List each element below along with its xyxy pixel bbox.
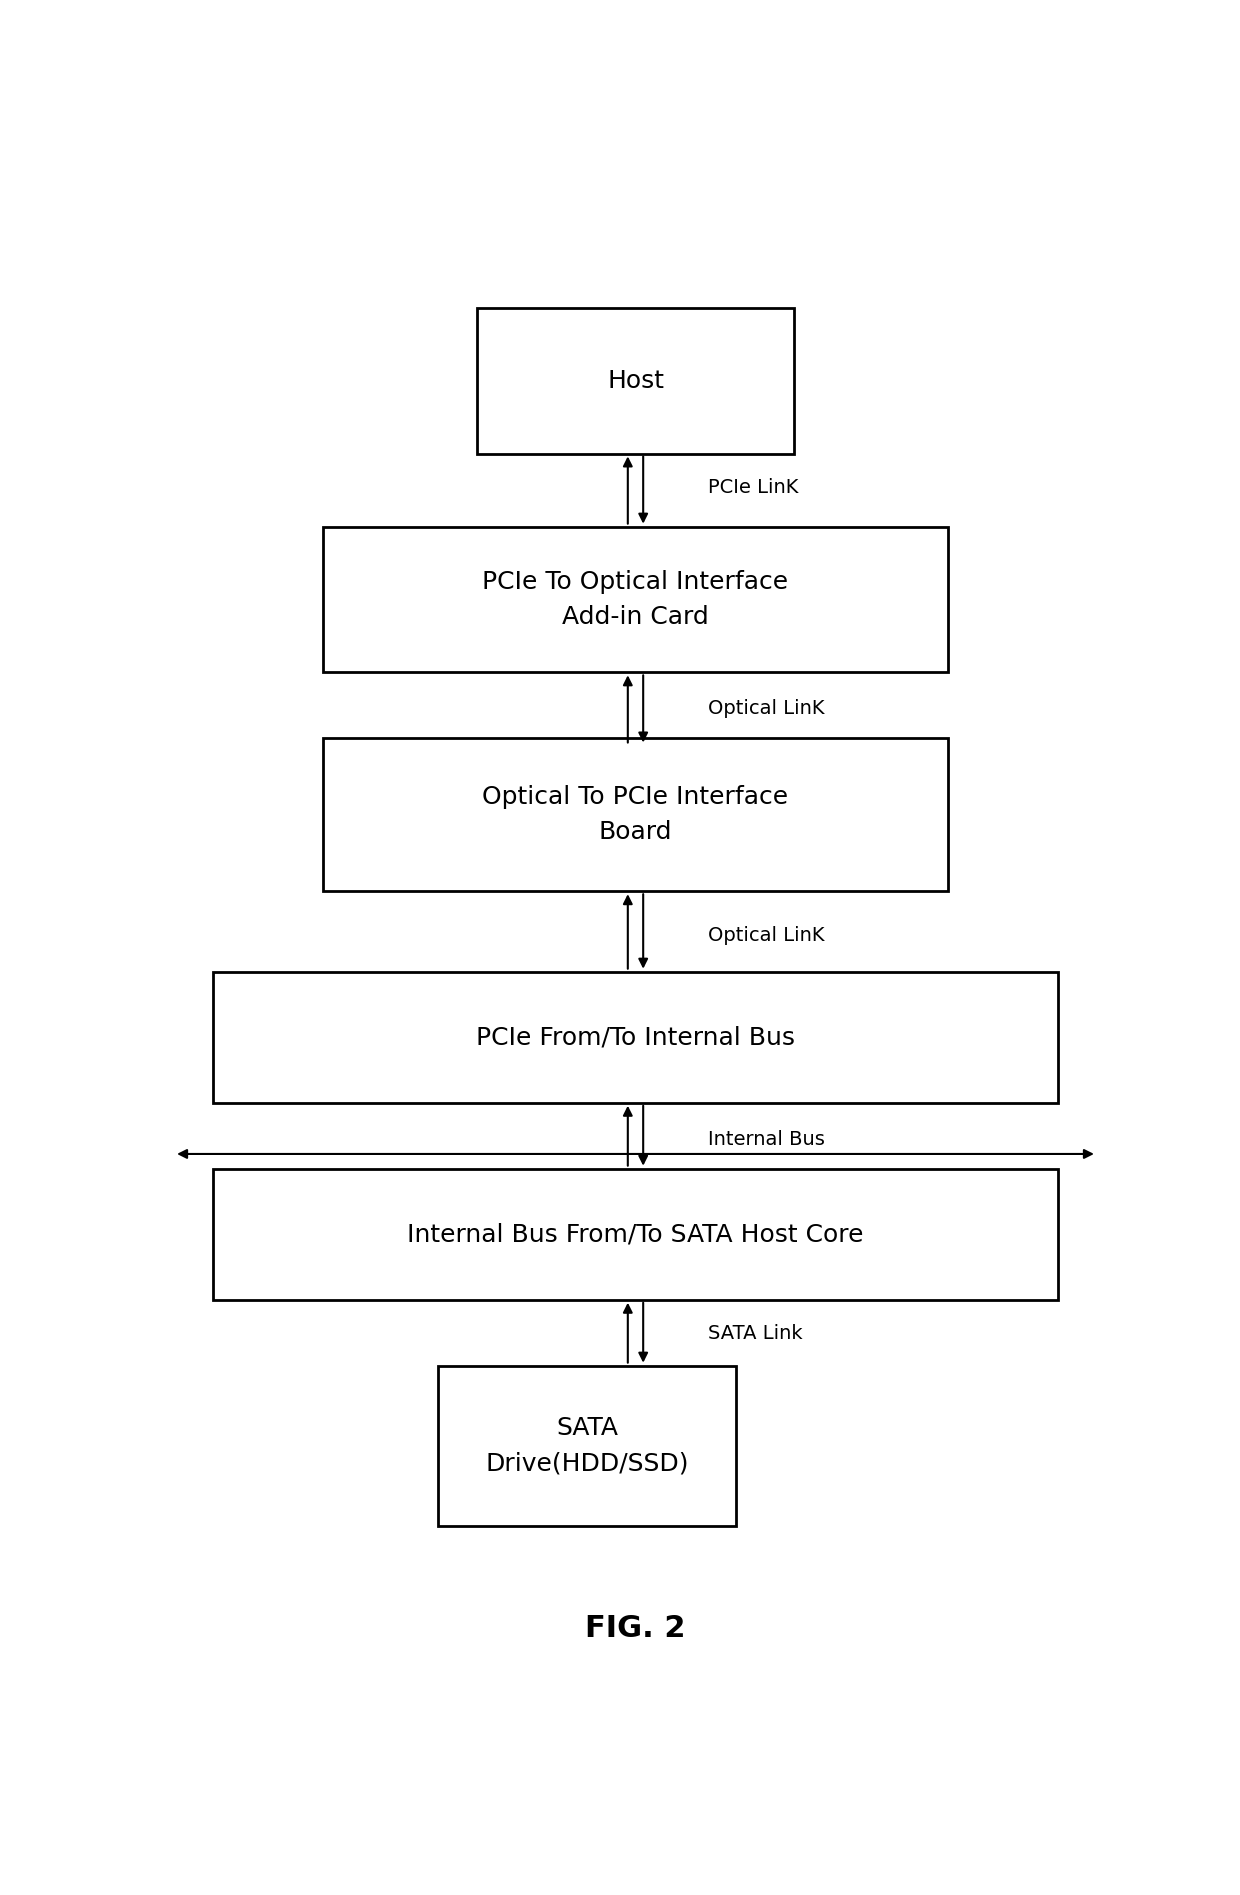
- Text: Internal Bus: Internal Bus: [708, 1129, 825, 1148]
- Bar: [324, 527, 947, 673]
- Text: Optical LinK: Optical LinK: [708, 925, 825, 944]
- Bar: [324, 737, 947, 891]
- Bar: [213, 972, 1058, 1103]
- Text: Optical To PCIe Interface
Board: Optical To PCIe Interface Board: [482, 785, 789, 845]
- Text: FIG. 2: FIG. 2: [585, 1615, 686, 1643]
- Text: PCIe From/To Internal Bus: PCIe From/To Internal Bus: [476, 1025, 795, 1050]
- Text: SATA Link: SATA Link: [708, 1325, 802, 1344]
- Text: Host: Host: [608, 370, 663, 392]
- Bar: [439, 1366, 737, 1525]
- Bar: [213, 1169, 1058, 1300]
- Text: Optical LinK: Optical LinK: [708, 699, 825, 718]
- Text: Internal Bus From/To SATA Host Core: Internal Bus From/To SATA Host Core: [407, 1222, 864, 1247]
- Text: SATA
Drive(HDD/SSD): SATA Drive(HDD/SSD): [486, 1416, 689, 1476]
- Text: PCIe To Optical Interface
Add-in Card: PCIe To Optical Interface Add-in Card: [482, 570, 789, 629]
- Bar: [477, 307, 794, 453]
- Text: PCIe LinK: PCIe LinK: [708, 478, 799, 496]
